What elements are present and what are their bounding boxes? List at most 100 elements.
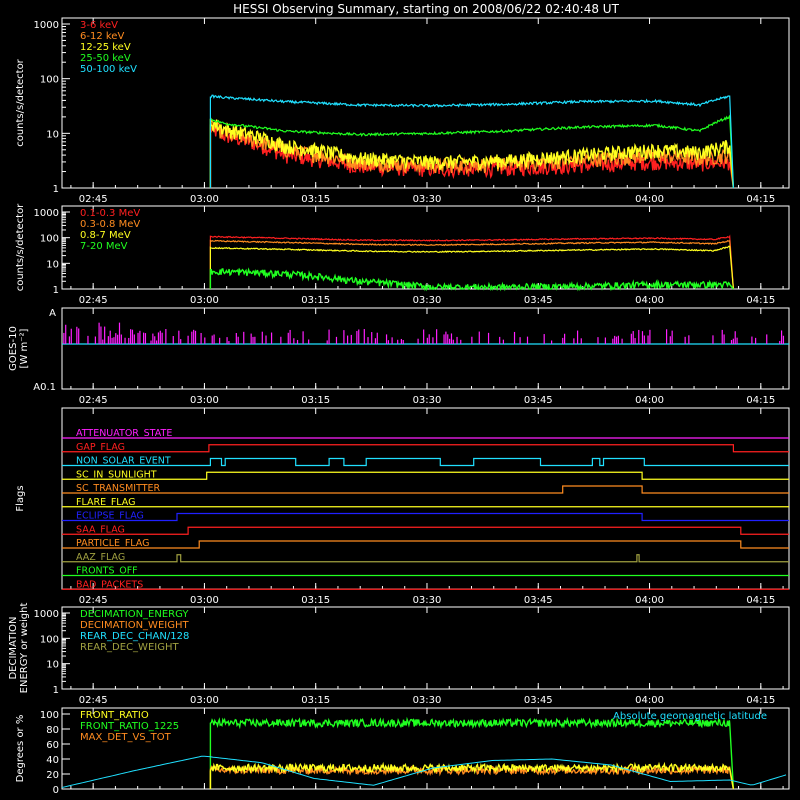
legend-entry-0-0: 3-6 keV xyxy=(80,20,118,31)
y-tick-label-goes-bottom: A0.1 xyxy=(33,382,56,393)
x-tick-label-4-4: 03:45 xyxy=(524,695,553,706)
panel-goes: 02:45 03:00 03:15 03:30 03:45 04:00 04:15 GOES-… xyxy=(8,307,790,406)
y-tick-label-1-1: 10 xyxy=(46,259,59,270)
x-tick-label-0-3: 03:30 xyxy=(413,194,442,205)
chart-title: HESSI Observing Summary, starting on 200… xyxy=(233,2,619,16)
y-tick-label-5-2: 40 xyxy=(46,755,59,766)
legend-entry-0-1: 6-12 keV xyxy=(80,31,124,42)
legend-entry-0-3: 25-50 keV xyxy=(80,53,131,64)
flag-label-10: FRONTS_OFF xyxy=(76,566,138,577)
y-tick-label-0-2: 100 xyxy=(40,75,59,86)
x-tick-label-2-0: 02:45 xyxy=(79,395,108,406)
flag-line-6 xyxy=(62,512,789,522)
flag-line-7 xyxy=(62,526,789,535)
flag-line-9 xyxy=(62,554,789,563)
flag-label-0: ATTENUATOR_STATE xyxy=(76,428,172,439)
series-line-5-0 xyxy=(209,716,735,790)
x-tick-label-1-0: 02:45 xyxy=(79,295,108,306)
x-tick-label-2-2: 03:15 xyxy=(301,395,330,406)
y-tick-label-4-0: 1 xyxy=(53,685,59,696)
legend-entry-1-3: 7-20 MeV xyxy=(80,241,128,252)
y-tick-label-4-1: 10 xyxy=(46,660,59,671)
legend-entry-5-1: FRONT_RATIO_1225 xyxy=(80,721,179,732)
y-tick-label-1-0: 1 xyxy=(53,285,59,296)
x-tick-label-4-1: 03:00 xyxy=(190,695,219,706)
legend-entry-5-0: FRONT_RATIO xyxy=(80,710,149,721)
x-tick-label-1-2: 03:15 xyxy=(301,295,330,306)
annotation-geomagnetic-latitude: Absolute geomagnetic latitude xyxy=(613,711,767,722)
flag-label-7: SAA_FLAG xyxy=(76,524,125,535)
y-axis-label-4: DECIMATION xyxy=(8,616,19,679)
legend-entry-1-1: 0.3-0.8 MeV xyxy=(80,219,140,230)
x-tick-label-3-1: 03:00 xyxy=(190,595,219,606)
legend-entry-0-4: 50-100 keV xyxy=(80,64,137,75)
y-axis-label-2-b: [W m⁻²] xyxy=(19,328,30,368)
y-axis-label-3: Flags xyxy=(15,485,26,511)
flag-label-3: SC_IN_SUNLIGHT xyxy=(76,469,157,480)
x-tick-label-3-6: 04:15 xyxy=(746,595,775,606)
x-tick-label-4-6: 04:15 xyxy=(746,695,775,706)
x-tick-label-0-0: 02:45 xyxy=(79,194,108,205)
x-tick-label-4-5: 04:00 xyxy=(635,695,664,706)
x-tick-label-0-1: 03:00 xyxy=(190,194,219,205)
x-tick-label-2-6: 04:15 xyxy=(746,395,775,406)
y-tick-label-4-2: 100 xyxy=(40,634,59,645)
flag-label-4: SC_TRANSMITTER xyxy=(76,483,161,494)
y-tick-label-goes-top: A xyxy=(49,308,56,319)
x-tick-label-1-1: 03:00 xyxy=(190,295,219,306)
x-tick-label-0-5: 04:00 xyxy=(635,194,664,205)
panel-high-energy: 02:45 03:00 03:15 03:30 03:45 04:00 04:15 1 10 10… xyxy=(15,203,790,306)
flag-line-1 xyxy=(62,444,789,453)
flag-label-11: BAD_PACKETS xyxy=(76,579,143,590)
series-line-1-3 xyxy=(209,267,734,292)
x-tick-label-2-3: 03:30 xyxy=(413,395,442,406)
x-tick-label-1-5: 04:00 xyxy=(635,295,664,306)
series-line-1-2 xyxy=(209,245,734,290)
y-tick-label-5-1: 20 xyxy=(46,770,59,781)
x-tick-label-3-3: 03:30 xyxy=(413,595,442,606)
panel-frame-5 xyxy=(61,707,790,790)
legend-entry-4-0: DECIMATION_ENERGY xyxy=(80,609,189,620)
flag-line-8 xyxy=(62,540,789,549)
y-tick-label-1-2: 100 xyxy=(40,234,59,245)
x-tick-label-0-4: 03:45 xyxy=(524,194,553,205)
y-tick-label-0-0: 1 xyxy=(53,184,59,195)
y-tick-label-5-4: 80 xyxy=(46,725,59,736)
flag-line-3 xyxy=(62,471,789,480)
legend-entry-0-2: 12-25 keV xyxy=(80,42,131,53)
panel-ratio: 0 20 40 60 80 100 Degrees or % FRONT_RATIOFRONT… xyxy=(15,707,790,796)
x-tick-label-4-3: 03:30 xyxy=(413,695,442,706)
y-tick-label-5-5: 100 xyxy=(40,710,59,721)
x-tick-label-2-4: 03:45 xyxy=(524,395,553,406)
flag-label-6: ECLIPSE_FLAG xyxy=(76,511,144,522)
panel-frame-2 xyxy=(61,307,790,390)
series-line-5-2 xyxy=(209,761,735,790)
flag-label-5: FLARE_FLAG xyxy=(76,497,136,508)
y-axis-label-4-b: ENERGY or weight xyxy=(19,603,30,694)
x-tick-label-1-3: 03:30 xyxy=(413,295,442,306)
x-tick-label-3-5: 04:00 xyxy=(635,595,664,606)
series-line-0-1 xyxy=(209,117,735,189)
y-tick-label-0-3: 1000 xyxy=(34,20,59,31)
legend-entry-1-0: 0.1-0.3 MeV xyxy=(80,208,140,219)
x-tick-label-3-2: 03:15 xyxy=(301,595,330,606)
series-line-0-4 xyxy=(209,94,734,189)
x-tick-label-2-1: 03:00 xyxy=(190,395,219,406)
panel-low-energy: 02:45 03:00 03:15 03:30 03:45 04:00 04:15 1 10 10… xyxy=(15,17,790,205)
y-axis-label-5: Degrees or % xyxy=(15,715,26,783)
x-tick-label-2-5: 04:00 xyxy=(635,395,664,406)
flag-label-1: GAP_FLAG xyxy=(76,442,125,453)
series-line-0-3 xyxy=(209,114,734,189)
x-tick-label-0-2: 03:15 xyxy=(301,194,330,205)
x-tick-label-4-0: 02:45 xyxy=(79,695,108,706)
y-tick-label-5-3: 60 xyxy=(46,740,59,751)
legend-entry-4-3: REAR_DEC_WEIGHT xyxy=(80,642,179,653)
x-tick-label-3-4: 03:45 xyxy=(524,595,553,606)
flag-line-2 xyxy=(62,457,789,467)
series-line-0-0 xyxy=(209,123,735,189)
series-line-5-3 xyxy=(61,755,787,788)
x-tick-label-1-6: 04:15 xyxy=(746,295,775,306)
y-axis-label-1: counts/s/detector xyxy=(15,203,26,291)
flag-label-9: AAZ_FLAG xyxy=(76,552,125,563)
